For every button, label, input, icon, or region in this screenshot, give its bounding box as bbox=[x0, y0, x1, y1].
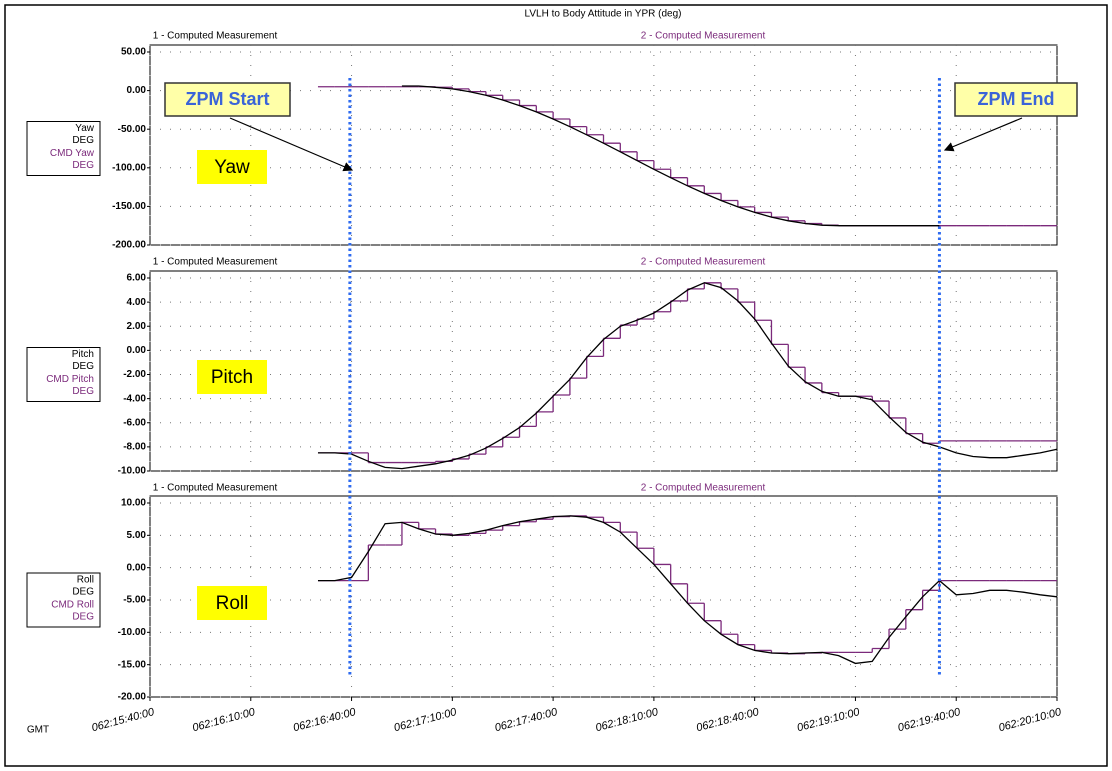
y-tick-label: -100.00 bbox=[112, 162, 146, 173]
panel-header: 2 - Computed Measurement bbox=[641, 31, 766, 42]
panel-label-box bbox=[197, 586, 267, 620]
annotation-text: ZPM Start bbox=[185, 89, 269, 109]
annotation-box bbox=[164, 82, 291, 117]
y-tick-label: 6.00 bbox=[127, 273, 147, 284]
y-tick-label: -6.00 bbox=[123, 417, 146, 428]
annotation-box bbox=[954, 82, 1078, 117]
y-tick-label: -15.00 bbox=[118, 659, 147, 670]
legend-box bbox=[26, 121, 101, 176]
legend-name: CMD Pitch bbox=[46, 374, 94, 385]
y-tick-label: 10.00 bbox=[121, 498, 146, 509]
legend-unit: DEG bbox=[72, 587, 94, 598]
y-tick-label: -50.00 bbox=[118, 124, 147, 135]
chart-title: LVLH to Body Attitude in YPR (deg) bbox=[525, 9, 682, 20]
panel-label: Yaw bbox=[214, 157, 250, 178]
y-tick-label: -10.00 bbox=[118, 466, 147, 477]
y-tick-label: -200.00 bbox=[112, 240, 146, 251]
legend-name: Roll bbox=[77, 575, 94, 586]
y-tick-label: 4.00 bbox=[127, 297, 147, 308]
legend-box bbox=[26, 347, 101, 402]
measured-line bbox=[318, 282, 1058, 470]
measured-line bbox=[401, 85, 940, 227]
y-tick-label: -150.00 bbox=[112, 201, 146, 212]
legend-name: CMD Roll bbox=[51, 600, 94, 611]
legend-unit: DEG bbox=[72, 361, 94, 372]
y-tick-label: 0.00 bbox=[127, 85, 147, 96]
legend-unit: DEG bbox=[72, 135, 94, 146]
y-tick-label: 5.00 bbox=[127, 530, 147, 541]
legend-unit: DEG bbox=[72, 386, 94, 397]
panel-header: 1 - Computed Measurement bbox=[153, 483, 278, 494]
y-tick-label: -4.00 bbox=[123, 393, 146, 404]
legend-name: CMD Yaw bbox=[50, 148, 95, 159]
panel-header: 1 - Computed Measurement bbox=[153, 31, 278, 42]
annotation-arrow bbox=[229, 117, 354, 172]
legend-unit: DEG bbox=[72, 160, 94, 171]
y-tick-label: 0.00 bbox=[127, 562, 147, 573]
measured-line bbox=[318, 515, 1058, 665]
panel-label-box bbox=[197, 150, 267, 184]
panel-label: Pitch bbox=[211, 367, 253, 388]
y-tick-label: -20.00 bbox=[118, 692, 147, 703]
panel-header: 1 - Computed Measurement bbox=[153, 257, 278, 268]
y-tick-label: 50.00 bbox=[121, 47, 146, 58]
y-tick-label: -5.00 bbox=[123, 595, 146, 606]
x-axis-label: GMT bbox=[27, 725, 49, 736]
y-tick-label: -8.00 bbox=[123, 442, 146, 453]
annotation-text: ZPM End bbox=[978, 89, 1055, 109]
frame bbox=[4, 4, 1108, 767]
legend-name: Pitch bbox=[72, 349, 94, 360]
y-tick-label: -2.00 bbox=[123, 369, 146, 380]
y-tick-label: 2.00 bbox=[127, 321, 147, 332]
legend-unit: DEG bbox=[72, 612, 94, 623]
y-tick-label: 0.00 bbox=[127, 345, 147, 356]
panel-label-box bbox=[197, 360, 267, 394]
legend-name: Yaw bbox=[75, 123, 94, 134]
panel-label: Roll bbox=[216, 593, 249, 614]
legend-box bbox=[26, 572, 101, 628]
panel-header: 2 - Computed Measurement bbox=[641, 483, 766, 494]
annotation-arrow bbox=[943, 117, 1023, 152]
panel-header: 2 - Computed Measurement bbox=[641, 257, 766, 268]
y-tick-label: -10.00 bbox=[118, 627, 147, 638]
